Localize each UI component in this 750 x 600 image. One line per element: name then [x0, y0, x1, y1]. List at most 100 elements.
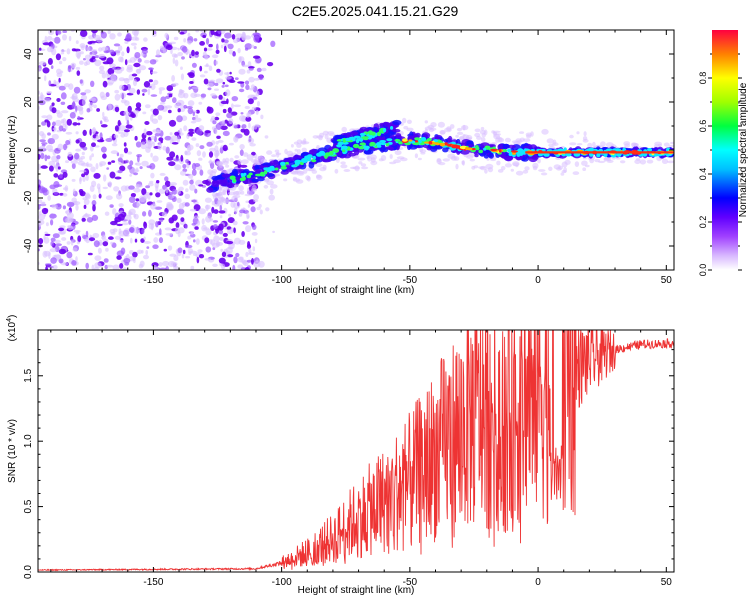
noise-blob	[68, 35, 72, 42]
noise-blob	[227, 107, 232, 114]
noise-blob	[111, 160, 116, 163]
noise-blob	[245, 200, 250, 204]
noise-blob	[247, 137, 255, 144]
noise-blob	[52, 38, 55, 42]
noise-blob	[134, 238, 138, 243]
noise-blob	[183, 104, 187, 109]
noise-blob	[195, 30, 200, 33]
noise-blob	[232, 264, 236, 270]
ridge-halo	[414, 153, 418, 159]
noise-blob	[117, 213, 125, 221]
noise-blob	[191, 223, 196, 226]
noise-blob	[120, 133, 126, 138]
noise-blob	[119, 165, 126, 172]
snr-series-line	[38, 330, 674, 572]
noise-blob	[74, 152, 80, 160]
noise-blob	[245, 225, 252, 233]
noise-blob	[136, 202, 141, 207]
noise-blob	[247, 204, 251, 208]
ridge-halo	[548, 143, 554, 147]
ridge-highlight	[353, 135, 361, 139]
noise-blob	[188, 128, 194, 132]
noise-blob	[224, 32, 232, 39]
noise-blob	[128, 226, 135, 233]
ridge-highlight	[301, 158, 308, 163]
noise-blob	[117, 119, 121, 127]
noise-blob	[41, 115, 48, 119]
noise-blob	[188, 173, 194, 179]
noise-blob	[197, 249, 203, 253]
noise-blob	[83, 168, 90, 176]
noise-blob	[219, 146, 224, 154]
noise-blob	[71, 260, 77, 266]
noise-blob	[200, 30, 208, 33]
noise-blob	[150, 114, 154, 122]
noise-blob	[253, 78, 260, 81]
noise-blob	[232, 220, 238, 226]
ridge-halo	[484, 168, 488, 174]
figure-title: C2E5.2025.041.15.21.G29	[292, 3, 459, 19]
ridge-core	[388, 130, 394, 136]
noise-blob	[143, 193, 149, 200]
ridge-halo	[661, 158, 669, 164]
ridge-halo	[457, 131, 464, 135]
noise-blob	[115, 49, 121, 56]
noise-blob	[65, 140, 71, 145]
ridge-halo	[654, 141, 662, 146]
noise-blob	[171, 188, 178, 195]
noise-blob	[143, 236, 146, 241]
noise-blob	[241, 124, 247, 129]
noise-blob	[41, 121, 47, 126]
noise-blob	[108, 181, 112, 188]
noise-blob	[80, 30, 88, 37]
noise-blob	[178, 186, 184, 191]
noise-blob	[114, 89, 120, 94]
noise-blob	[191, 62, 197, 68]
noise-blob	[186, 133, 190, 139]
noise-blob	[206, 82, 214, 87]
ridge-halo	[446, 126, 452, 132]
noise-blob	[38, 213, 46, 221]
ridge-highlight	[369, 141, 376, 147]
ridge-halo	[582, 136, 588, 141]
noise-blob	[172, 57, 176, 64]
noise-blob	[127, 151, 133, 155]
ridge-highlight	[342, 149, 346, 153]
noise-blob	[99, 132, 103, 140]
ridge-halo	[257, 155, 264, 162]
noise-blob	[194, 188, 198, 194]
noise-blob	[48, 160, 56, 166]
ridge-highlight	[358, 138, 362, 141]
ridge-halo	[389, 154, 393, 159]
noise-blob	[227, 217, 235, 224]
ridge-core	[226, 184, 235, 188]
ridge-peak	[467, 147, 473, 151]
noise-blob	[47, 138, 55, 145]
noise-blob	[152, 141, 156, 148]
ridge-core	[336, 151, 342, 157]
noise-blob	[189, 179, 194, 185]
noise-blob	[239, 149, 244, 156]
ridge-core	[378, 147, 387, 151]
noise-blob	[191, 137, 197, 141]
noise-blob	[156, 200, 163, 203]
noise-blob	[175, 222, 180, 229]
noise-blob	[230, 201, 236, 208]
ridge-halo	[263, 178, 270, 182]
noise-blob	[117, 32, 122, 37]
noise-blob	[245, 116, 252, 122]
noise-blob	[96, 183, 101, 190]
noise-blob	[149, 163, 156, 170]
noise-blob	[220, 125, 228, 131]
ridge-halo	[480, 126, 485, 131]
noise-blob	[248, 66, 255, 69]
ridge-highlight	[323, 152, 331, 157]
ridge-halo	[456, 127, 463, 132]
ridge-halo	[224, 157, 230, 163]
noise-blob	[51, 133, 59, 140]
noise-blob	[143, 254, 149, 260]
noise-blob	[41, 133, 46, 140]
noise-blob	[164, 227, 172, 231]
noise-blob	[60, 110, 69, 114]
ridge-highlight	[359, 142, 366, 146]
